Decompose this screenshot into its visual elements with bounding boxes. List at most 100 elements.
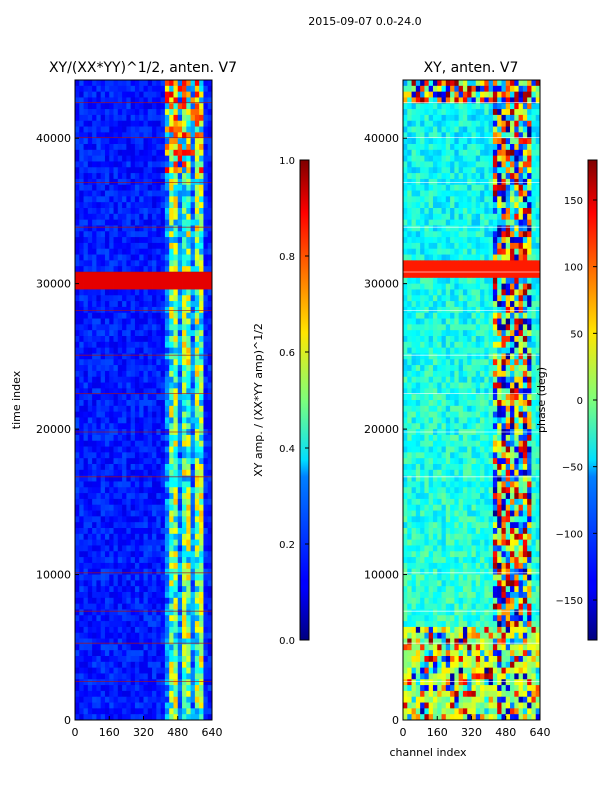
heatmap-cell	[514, 173, 519, 180]
heatmap-cell	[100, 336, 106, 343]
heatmap-cell	[428, 213, 434, 221]
heatmap-cell	[160, 132, 166, 139]
heatmap-cell	[186, 452, 191, 459]
heatmap-cell	[407, 330, 412, 337]
heatmap-cell	[199, 417, 204, 424]
heatmap-cell	[92, 295, 97, 302]
heatmap-cell	[450, 149, 455, 157]
heatmap-cell	[407, 237, 412, 244]
heatmap-cell	[134, 277, 140, 285]
heatmap-cell	[182, 248, 187, 255]
heatmap-cell	[173, 632, 179, 639]
heatmap-cell	[190, 411, 196, 418]
heatmap-cell	[432, 260, 438, 267]
heatmap-cell	[207, 277, 213, 285]
heatmap-cell	[104, 149, 110, 157]
heatmap-cell	[96, 673, 102, 680]
heatmap-cell	[518, 167, 524, 174]
heatmap-cell	[514, 330, 519, 337]
heatmap-cell	[518, 277, 524, 285]
heatmap-cell	[527, 254, 532, 261]
y-tick-label: 30000	[36, 278, 71, 291]
heatmap-cell	[134, 626, 140, 634]
heatmap-cell	[130, 690, 136, 698]
heatmap-cell	[152, 219, 157, 226]
heatmap-cell	[139, 493, 144, 500]
heatmap-cell	[177, 475, 183, 482]
heatmap-cell	[199, 411, 204, 418]
heatmap-cell	[96, 400, 102, 407]
heatmap-cell	[471, 295, 477, 302]
heatmap-cell	[199, 289, 204, 296]
heatmap-cell	[514, 289, 519, 296]
heatmap-cell	[134, 91, 140, 98]
heatmap-cell	[186, 219, 191, 226]
heatmap-cell	[83, 434, 89, 442]
heatmap-cell	[104, 685, 110, 692]
heatmap-cell	[492, 138, 498, 145]
heatmap-cell	[450, 242, 455, 250]
heatmap-cell	[488, 237, 494, 244]
heatmap-cell	[475, 97, 481, 104]
heatmap-cell	[480, 97, 485, 104]
heatmap-cell	[126, 260, 132, 267]
heatmap-cell	[169, 289, 174, 296]
heatmap-cell	[134, 190, 140, 197]
heatmap-cell	[186, 667, 191, 674]
heatmap-cell	[475, 114, 481, 122]
heatmap-cell	[454, 196, 460, 203]
heatmap-cell	[462, 213, 468, 221]
heatmap-cell	[186, 528, 191, 535]
heatmap-cell	[100, 376, 106, 383]
heatmap-cell	[126, 586, 132, 593]
heatmap-cell	[92, 330, 97, 337]
heatmap-cell	[96, 452, 102, 459]
heatmap-cell	[177, 97, 183, 104]
heatmap-cell	[190, 644, 196, 651]
heatmap-cell	[173, 341, 179, 349]
heatmap-cell	[96, 144, 102, 151]
heatmap-cell	[207, 434, 213, 442]
heatmap-cell	[203, 341, 209, 349]
heatmap-cell	[143, 382, 149, 389]
heatmap-cell	[79, 109, 84, 116]
heatmap-cell	[160, 690, 166, 698]
heatmap-cell	[117, 592, 123, 599]
heatmap-cell	[207, 621, 213, 628]
heatmap-cell	[156, 173, 162, 180]
heatmap-cell	[152, 208, 157, 215]
heatmap-cell	[535, 225, 541, 232]
heatmap-cell	[177, 714, 183, 721]
heatmap-cell	[458, 149, 464, 157]
heatmap-cell	[186, 231, 191, 238]
heatmap-cell	[194, 382, 200, 389]
heatmap-cell	[407, 231, 412, 238]
heatmap-cell	[139, 312, 144, 319]
heatmap-cell	[160, 702, 166, 709]
heatmap-cell	[190, 161, 196, 168]
heatmap-cell	[420, 196, 425, 203]
heatmap-cell	[441, 260, 447, 267]
heatmap-cell	[87, 621, 93, 628]
heatmap-cell	[117, 208, 123, 215]
heatmap-cell	[152, 324, 157, 331]
heatmap-cell	[186, 330, 191, 337]
heatmap-cell	[109, 626, 114, 634]
heatmap-cell	[147, 400, 153, 407]
heatmap-cell	[169, 225, 174, 232]
heatmap-cell	[420, 272, 425, 279]
heatmap-cell	[441, 231, 447, 238]
heatmap-cell	[203, 405, 209, 413]
heatmap-cell	[117, 120, 123, 127]
heatmap-cell	[164, 144, 170, 151]
heatmap-cell	[139, 452, 144, 459]
heatmap-cell	[117, 132, 123, 139]
heatmap-cell	[186, 254, 191, 261]
heatmap-cell	[454, 202, 460, 209]
heatmap-cell	[147, 440, 153, 447]
heatmap-cell	[194, 434, 200, 442]
heatmap-cell	[160, 144, 166, 151]
heatmap-cell	[450, 85, 455, 93]
heatmap-cell	[190, 626, 196, 634]
heatmap-cell	[164, 225, 170, 232]
